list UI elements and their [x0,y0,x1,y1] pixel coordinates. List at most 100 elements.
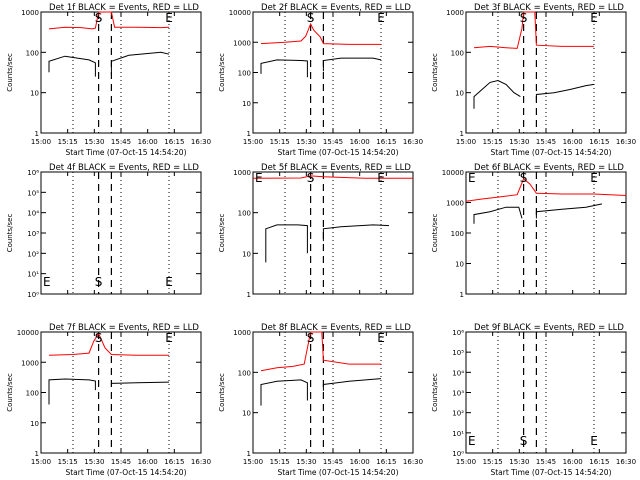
x-tick-label: 15:00 [456,138,476,146]
y-tick-label: 1 [460,130,464,138]
y-axis-label: Counts/sec [218,53,226,92]
y-tick-label: 10³ [452,390,464,398]
y-tick-label: 10⁵ [452,349,464,357]
x-tick-label: 15:45 [323,138,343,146]
x-tick-label: 15:30 [296,138,316,146]
y-tick-label: 1000 [446,200,464,208]
x-tick-label: 16:30 [191,458,211,466]
x-tick-label: 15:45 [536,138,556,146]
y-axis-label: Counts/sec [218,373,226,412]
y-tick-label: 10⁵ [27,189,39,197]
y-tick-label: 10000 [442,169,464,177]
chart-title: Det 3f BLACK = Events, RED = LLD [474,3,624,13]
y-tick-label: 10³ [27,230,39,238]
y-tick-label: 10000 [229,9,251,17]
y-axis-label: Counts/sec [6,53,14,92]
x-tick-label: 15:15 [58,458,78,466]
marker-label-s: S [95,11,103,25]
y-tick-label: 1 [460,291,464,299]
x-tick-label: 16:00 [563,458,583,466]
chart-panel-7: Det 7f BLACK = Events, RED = LLD 1 10 100 10… [6,323,211,477]
marker-label-s: S [307,11,315,25]
y-tick-label: 1 [35,450,39,458]
x-tick-label: 16:15 [164,138,184,146]
x-tick-label: 15:30 [84,458,104,466]
y-tick-label: 10 [30,420,39,428]
y-tick-label: 10⁶ [27,169,39,177]
y-tick-label: 10⁰ [452,450,464,458]
series-events-line [48,55,96,77]
marker-label-e: E [468,434,476,448]
series-events-line [322,57,382,72]
series-events-line [48,378,96,405]
series-lld-line [260,331,381,372]
x-tick-label: 15:00 [243,458,263,466]
chart-panel-8: Det 8f BLACK = Events, RED = LLD 1 10 100 10… [218,323,423,477]
y-tick-label: 10⁴ [452,369,464,377]
x-axis-label: Start Time (07-Oct-15 14:54:20) [65,148,186,157]
x-tick-label: 15:15 [483,138,503,146]
series-events-line [260,379,308,406]
x-tick-label: 16:30 [616,138,636,146]
chart-panel-4: Det 4f BLACK = Events, RED = LLD 10⁰ 10¹ 10… [6,163,202,299]
x-tick-label: 15:45 [111,138,131,146]
x-axis-label: Start Time (07-Oct-15 14:54:20) [65,468,186,477]
x-tick-label: 16:15 [376,458,396,466]
x-tick-label: 16:00 [350,458,370,466]
marker-label-s: S [520,11,528,25]
x-tick-label: 15:00 [31,138,51,146]
y-axis-label: Counts/sec [218,214,226,253]
y-tick-label: 10⁴ [27,210,39,218]
series-lld-line [465,177,627,202]
series-lld-line [252,175,413,179]
marker-label-s: S [520,434,528,448]
series-lld-line [48,11,170,30]
chart-panel-3: Det 3f BLACK = Events, RED = LLD 1 10 100 10… [431,3,636,157]
marker-label-e: E [43,275,51,289]
x-tick-label: 15:30 [509,138,529,146]
chart-title: Det 4f BLACK = Events, RED = LLD [49,163,199,173]
x-tick-label: 16:15 [589,458,609,466]
y-tick-label: 10¹ [27,271,39,279]
chart-title: Det 8f BLACK = Events, RED = LLD [261,323,411,333]
marker-label-e: E [377,331,385,345]
x-tick-label: 15:30 [84,138,104,146]
y-tick-label: 1000 [21,9,39,17]
chart-panel-5: Det 5f BLACK = Events, RED = LLD 1 10 100 10… [218,163,414,299]
chart-title: Det 1f BLACK = Events, RED = LLD [49,3,199,13]
marker-label-e: E [377,171,385,185]
series-events-line [322,378,382,391]
x-tick-label: 15:00 [243,138,263,146]
marker-label-s: S [520,171,528,185]
chart-panel-9: Det 9f BLACK = Events, RED = LLD 10⁰ 10¹ 10… [431,323,636,477]
x-tick-label: 16:15 [376,138,396,146]
series-lld-line [48,332,169,356]
x-tick-label: 16:00 [563,138,583,146]
marker-label-e: E [377,11,385,25]
x-tick-label: 16:15 [164,458,184,466]
x-tick-label: 15:30 [509,458,529,466]
x-tick-label: 16:00 [138,458,158,466]
y-axis-label: Counts/sec [6,214,14,253]
y-tick-label: 1000 [233,39,251,47]
x-tick-label: 15:00 [456,458,476,466]
x-tick-label: 16:30 [616,458,636,466]
y-tick-label: 1 [35,130,39,138]
y-axis-label: Counts/sec [431,53,439,92]
x-tick-label: 15:30 [296,458,316,466]
x-tick-label: 16:00 [138,138,158,146]
x-tick-label: 15:15 [58,138,78,146]
x-axis-label: Start Time (07-Oct-15 14:54:20) [277,148,398,157]
marker-label-s: S [307,331,315,345]
x-axis-label: Start Time (07-Oct-15 14:54:20) [277,468,398,477]
chart-panel-1: Det 1f BLACK = Events, RED = LLD 1 10 100 10… [6,3,211,157]
marker-label-e: E [165,11,173,25]
y-tick-label: 100 [451,49,464,57]
chart-title: Det 2f BLACK = Events, RED = LLD [261,3,411,13]
series-events-line [322,224,390,242]
y-axis-label: Counts/sec [431,373,439,412]
y-tick-label: 10 [242,250,251,258]
series-events-line [110,51,170,75]
x-tick-label: 15:45 [111,458,131,466]
